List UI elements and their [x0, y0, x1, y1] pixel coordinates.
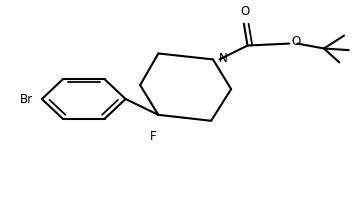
Text: F: F [150, 130, 156, 143]
Text: Br: Br [20, 92, 33, 106]
Text: O: O [291, 35, 300, 48]
Text: O: O [240, 5, 250, 18]
Text: N: N [219, 52, 228, 65]
